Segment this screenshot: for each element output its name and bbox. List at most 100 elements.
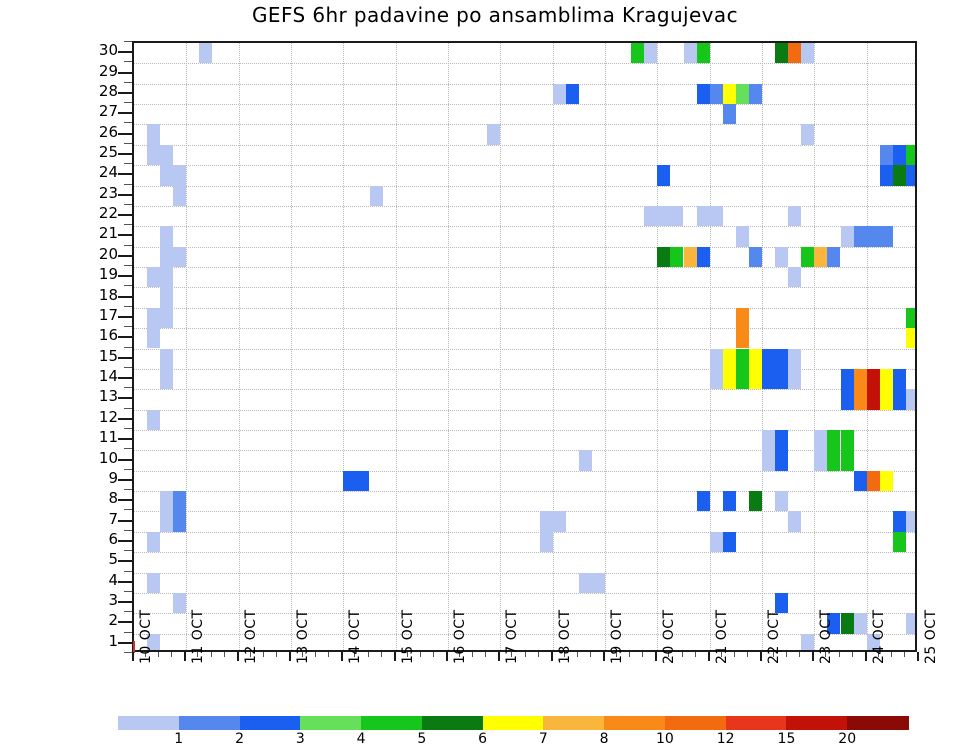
heatmap-cell xyxy=(840,450,854,471)
y-axis-tick-label: 24 xyxy=(98,163,118,182)
gridline-horizontal xyxy=(134,429,915,431)
x-axis-tick xyxy=(289,652,291,661)
heatmap-cell xyxy=(369,185,383,206)
heatmap-cell xyxy=(762,429,776,451)
x-axis-tick xyxy=(446,652,448,661)
origin-tick-mark xyxy=(133,641,135,653)
y-axis-tick xyxy=(118,356,132,359)
y-axis-tick xyxy=(118,315,132,318)
x-axis-minor-tick xyxy=(197,652,199,657)
x-axis-tick-label: 17 OCT xyxy=(504,609,521,664)
y-axis-tick xyxy=(118,275,132,278)
gridline-horizontal xyxy=(134,450,915,452)
page-title: GEFS 6hr padavine po ansamblima Kragujev… xyxy=(252,3,738,27)
gridline-horizontal xyxy=(134,613,915,615)
y-axis-tick-label: 28 xyxy=(98,81,118,100)
gridline-horizontal xyxy=(134,511,915,513)
heatmap-cell xyxy=(670,205,684,227)
heatmap-cell xyxy=(905,165,915,186)
heatmap-cell xyxy=(892,511,906,532)
x-axis-minor-tick xyxy=(733,652,735,657)
heatmap-cell xyxy=(748,246,762,268)
y-axis-tick xyxy=(118,417,132,420)
x-axis-minor-tick xyxy=(773,652,775,657)
x-axis-tick-label: 14 OCT xyxy=(347,609,364,664)
heatmap-cell xyxy=(814,429,828,451)
colorbar-segment xyxy=(604,716,666,730)
x-axis-minor-tick xyxy=(275,652,277,657)
x-axis-minor-tick xyxy=(629,652,631,657)
colorbar-segment xyxy=(361,716,423,730)
heatmap-cell xyxy=(892,368,906,390)
x-axis-minor-tick xyxy=(223,652,225,657)
gridline-vertical xyxy=(552,43,554,650)
heatmap-cell xyxy=(578,450,592,471)
x-axis-minor-tick xyxy=(799,652,801,657)
heatmap-plot-area[interactable] xyxy=(132,41,917,652)
y-axis-tick xyxy=(118,601,132,604)
heatmap-cell xyxy=(775,348,789,369)
heatmap-cell xyxy=(487,124,501,145)
gridline-vertical xyxy=(291,43,292,650)
gridline-horizontal xyxy=(134,226,915,228)
x-axis-minor-tick xyxy=(681,652,683,657)
x-axis-minor-tick xyxy=(367,652,369,657)
gridline-horizontal xyxy=(134,267,915,269)
gridline-horizontal xyxy=(134,165,915,167)
y-axis-tick-label: 22 xyxy=(98,204,118,223)
y-axis-tick xyxy=(118,641,132,644)
heatmap-cell xyxy=(879,144,893,166)
y-axis-tick xyxy=(118,71,132,74)
x-axis-minor-tick xyxy=(903,652,905,657)
y-axis-tick-label: 30 xyxy=(98,41,118,60)
y-axis-tick-label: 5 xyxy=(108,550,118,569)
y-axis-minor-tick xyxy=(124,489,132,491)
heatmap-cell xyxy=(775,246,789,268)
y-axis-tick-label: 9 xyxy=(108,468,118,487)
heatmap-cell xyxy=(565,83,579,105)
gridline-horizontal xyxy=(134,328,915,330)
heatmap-cell xyxy=(696,43,710,64)
heatmap-cell xyxy=(709,205,723,227)
x-axis-minor-tick xyxy=(642,652,644,657)
heatmap-cell xyxy=(199,43,213,64)
heatmap-cell xyxy=(775,368,789,390)
heatmap-cell xyxy=(160,511,174,532)
y-axis-tick-label: 17 xyxy=(98,305,118,324)
x-axis-tick-label: 25 OCT xyxy=(923,609,939,664)
heatmap-cell xyxy=(775,450,789,471)
heatmap-cell xyxy=(735,83,749,105)
y-axis-tick xyxy=(118,438,132,441)
heatmap-cell xyxy=(683,43,697,64)
colorbar-tick-label: 15 xyxy=(777,731,796,747)
heatmap-cell xyxy=(748,348,762,369)
y-axis-tick-label: 10 xyxy=(98,448,118,467)
colorbar-segment xyxy=(118,716,180,730)
heatmap-cell xyxy=(748,83,762,105)
heatmap-cell xyxy=(814,450,828,471)
heatmap-cell xyxy=(160,165,174,186)
colorbar-tick-label: 7 xyxy=(538,731,548,747)
gridline-horizontal xyxy=(134,83,915,85)
heatmap-cell xyxy=(827,429,841,451)
heatmap-cell xyxy=(696,205,710,227)
y-axis-minor-tick xyxy=(124,41,132,42)
heatmap-cell xyxy=(866,389,880,410)
heatmap-cell xyxy=(762,450,776,471)
heatmap-cell xyxy=(840,613,854,634)
y-axis-minor-tick xyxy=(124,265,132,267)
gridline-horizontal xyxy=(134,552,915,554)
y-axis-tick xyxy=(118,254,132,257)
gridline-horizontal xyxy=(134,470,915,472)
y-axis-minor-tick xyxy=(124,224,132,226)
heatmap-cell xyxy=(853,226,867,247)
y-axis-tick-label: 18 xyxy=(98,285,118,304)
heatmap-cell xyxy=(827,613,841,634)
y-axis-minor-tick xyxy=(124,366,132,368)
heatmap-cell xyxy=(775,43,789,64)
y-axis-tick xyxy=(118,560,132,563)
colorbar-tick-label: 2 xyxy=(235,731,244,747)
y-axis-tick xyxy=(118,214,132,217)
heatmap-cell xyxy=(147,307,161,329)
x-axis-minor-tick xyxy=(485,652,487,657)
